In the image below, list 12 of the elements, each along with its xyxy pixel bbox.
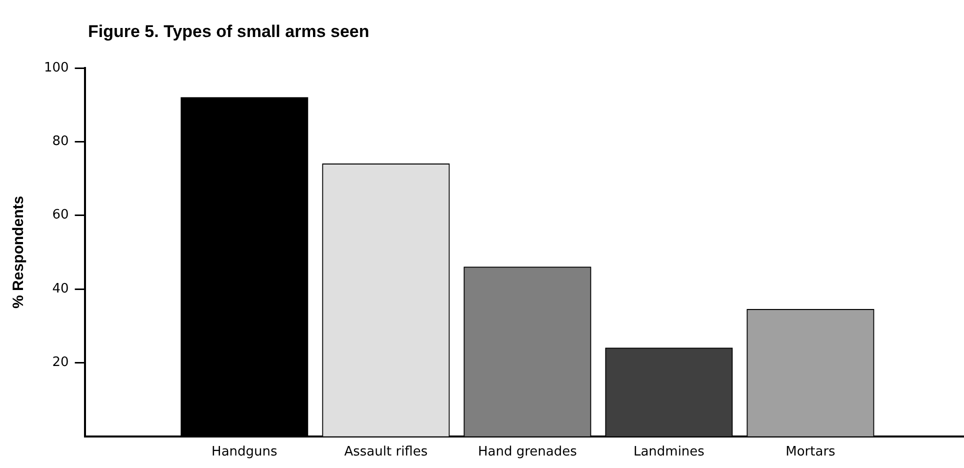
y-tick-label: 60 (52, 208, 69, 223)
y-tick-label: 100 (44, 60, 69, 76)
y-tick-label: 40 (52, 281, 69, 296)
y-axis-title: % Respondents (10, 196, 28, 308)
chart-title: Figure 5. Types of small arms seen (88, 22, 370, 42)
x-tick-label: Assault rifles (344, 444, 428, 460)
x-tick-label: Landmines (633, 444, 705, 460)
x-tick-label: Handguns (212, 444, 278, 460)
x-tick-label: Hand grenades (478, 444, 578, 460)
x-tick-label: Mortars (786, 444, 836, 460)
y-tick-label: 80 (52, 134, 69, 150)
y-tick-label: 20 (52, 355, 69, 370)
